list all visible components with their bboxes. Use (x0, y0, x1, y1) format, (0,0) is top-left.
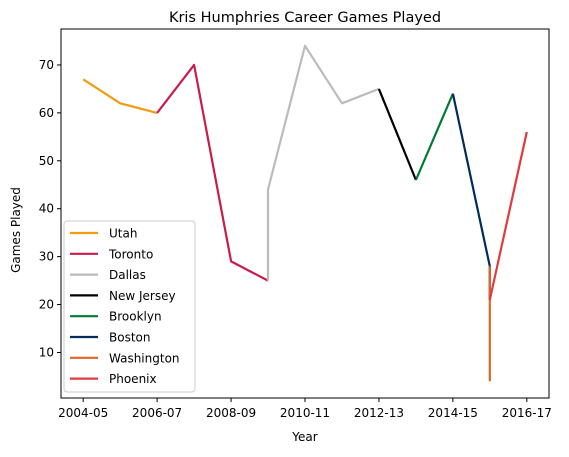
legend-label-0: Utah (109, 227, 137, 241)
legend: Utah Toronto Dallas New Jersey Brooklyn Bosto… (63, 220, 196, 393)
y-tick-label-5: 60 (39, 106, 54, 120)
x-axis-label: Year (291, 430, 317, 444)
y-axis-label: Games Played (9, 187, 23, 273)
series-line-0 (82, 78, 158, 114)
x-tick-label-5: 2014-15 (428, 406, 478, 420)
x-tick-label-2: 2008-09 (206, 406, 256, 420)
x-tick-label-0: 2004-05 (58, 406, 108, 420)
legend-label-6: Washington (109, 351, 180, 365)
x-tick-label-3: 2010-11 (280, 406, 330, 420)
y-tick-label-6: 70 (39, 58, 54, 72)
legend-label-3: New Jersey (109, 289, 176, 303)
legend-label-2: Dallas (109, 268, 146, 282)
series-line-3 (377, 88, 417, 181)
series-line-1 (156, 63, 269, 282)
y-tick-label-2: 30 (39, 250, 54, 264)
legend-label-1: Toronto (108, 247, 153, 261)
legend-box (63, 220, 196, 393)
legend-label-5: Boston (109, 331, 150, 345)
series-line-7 (488, 131, 528, 301)
chart-title: Kris Humphries Career Games Played (169, 10, 441, 26)
series-line-2 (266, 44, 380, 281)
x-tick-label-1: 2006-07 (132, 406, 182, 420)
y-tick-label-0: 10 (39, 345, 54, 359)
axes-layer: 2004-05 2006-07 2008-09 2010-11 2012-13 2014-… (39, 28, 552, 420)
series-line-5 (451, 93, 491, 300)
x-tick-label-4: 2012-13 (354, 406, 404, 420)
series-line-4 (414, 93, 454, 181)
legend-label-4: Brooklyn (109, 310, 162, 324)
y-tick-label-3: 40 (39, 202, 54, 216)
y-tick-label-1: 20 (39, 298, 54, 312)
x-tick-label-6: 2016-17 (502, 406, 552, 420)
y-tick-label-4: 50 (39, 154, 54, 168)
legend-label-7: Phoenix (109, 372, 157, 386)
series-layer (82, 44, 528, 382)
